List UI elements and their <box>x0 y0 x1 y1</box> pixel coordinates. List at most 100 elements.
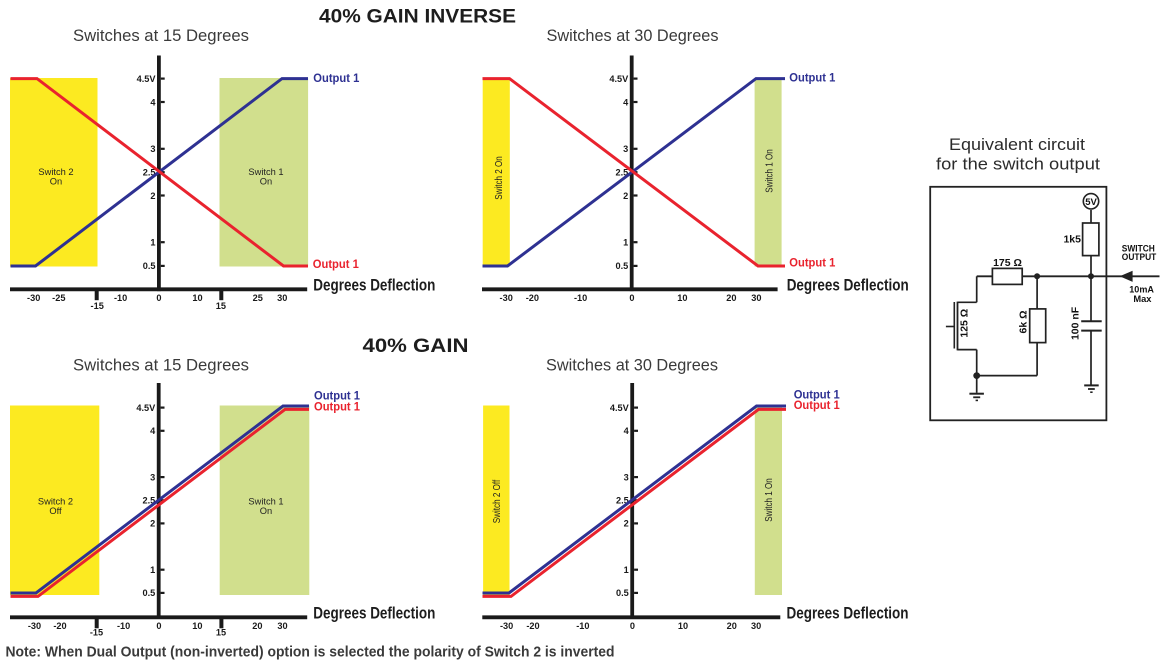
svg-text:6k Ω: 6k Ω <box>1018 310 1030 333</box>
svg-text:Switches at 30 Degrees: Switches at 30 Degrees <box>547 26 719 45</box>
svg-text:2: 2 <box>623 191 628 201</box>
svg-text:1: 1 <box>623 238 628 248</box>
svg-text:0: 0 <box>156 621 161 631</box>
svg-text:Output 1: Output 1 <box>794 389 841 401</box>
svg-text:1: 1 <box>150 565 155 575</box>
svg-text:1k5: 1k5 <box>1063 233 1081 245</box>
svg-text:-20: -20 <box>53 621 66 631</box>
svg-text:Switches at 15 Degrees: Switches at 15 Degrees <box>73 355 249 374</box>
svg-text:40% GAIN: 40% GAIN <box>363 335 469 357</box>
svg-text:-10: -10 <box>117 621 130 631</box>
svg-text:0.5: 0.5 <box>616 261 629 271</box>
svg-text:-30: -30 <box>500 621 513 631</box>
svg-text:0.5: 0.5 <box>143 261 156 271</box>
svg-text:4.5V: 4.5V <box>610 403 630 413</box>
svg-text:175 Ω: 175 Ω <box>993 257 1022 269</box>
svg-text:-30: -30 <box>500 293 513 303</box>
svg-text:1: 1 <box>150 238 155 248</box>
svg-text:-10: -10 <box>576 621 589 631</box>
svg-text:4.5V: 4.5V <box>136 403 156 413</box>
svg-text:Degrees Deflection: Degrees Deflection <box>787 604 909 622</box>
svg-text:Output 1: Output 1 <box>789 258 836 270</box>
svg-text:On: On <box>50 176 62 186</box>
svg-text:2.5: 2.5 <box>143 496 156 506</box>
svg-text:4: 4 <box>624 426 630 436</box>
svg-text:100 nF: 100 nF <box>1070 306 1082 340</box>
svg-text:2.5: 2.5 <box>143 168 156 178</box>
svg-text:Switch 1 On: Switch 1 On <box>764 149 775 193</box>
svg-text:3: 3 <box>624 472 629 482</box>
svg-text:Switch 2: Switch 2 <box>38 167 73 177</box>
svg-text:0: 0 <box>156 293 161 303</box>
svg-text:Switch 2 Off: Switch 2 Off <box>492 479 503 523</box>
svg-text:10mA: 10mA <box>1129 284 1154 294</box>
svg-text:2.5: 2.5 <box>616 168 629 178</box>
svg-text:Output 1: Output 1 <box>314 390 361 402</box>
svg-text:10: 10 <box>677 293 687 303</box>
svg-text:-30: -30 <box>27 293 40 303</box>
svg-text:Switch 2 On: Switch 2 On <box>494 156 505 200</box>
svg-text:2: 2 <box>150 191 155 201</box>
svg-text:Switches at 15 Degrees: Switches at 15 Degrees <box>73 26 249 45</box>
svg-text:125 Ω: 125 Ω <box>959 309 971 338</box>
svg-text:Switch 1 On: Switch 1 On <box>764 478 775 522</box>
svg-text:30: 30 <box>277 293 287 303</box>
svg-text:4: 4 <box>623 97 629 107</box>
svg-text:Degrees Deflection: Degrees Deflection <box>787 277 909 295</box>
svg-text:SWITCH: SWITCH <box>1122 243 1155 253</box>
svg-text:3: 3 <box>623 144 628 154</box>
svg-text:15: 15 <box>216 628 226 638</box>
svg-text:4.5V: 4.5V <box>609 74 629 84</box>
svg-text:20: 20 <box>252 621 262 631</box>
svg-text:for the switch output: for the switch output <box>936 156 1100 174</box>
svg-text:On: On <box>260 506 272 516</box>
svg-text:4: 4 <box>150 97 156 107</box>
svg-text:-25: -25 <box>52 293 65 303</box>
svg-text:-10: -10 <box>114 293 127 303</box>
svg-text:Output 1: Output 1 <box>794 400 841 412</box>
svg-text:0.5: 0.5 <box>143 588 156 598</box>
svg-text:OUTPUT: OUTPUT <box>1122 252 1157 262</box>
svg-text:Switches at 30 Degrees: Switches at 30 Degrees <box>546 355 718 374</box>
svg-text:Note: When Dual Output (non-in: Note: When Dual Output (non-inverted) op… <box>6 643 615 660</box>
svg-text:Output 1: Output 1 <box>314 401 361 413</box>
svg-text:On: On <box>260 176 272 186</box>
svg-text:3: 3 <box>150 472 155 482</box>
svg-text:10: 10 <box>192 293 202 303</box>
svg-text:40% GAIN INVERSE: 40% GAIN INVERSE <box>319 5 516 27</box>
svg-text:Output 1: Output 1 <box>789 72 836 84</box>
svg-text:-10: -10 <box>574 293 587 303</box>
svg-text:-20: -20 <box>526 293 539 303</box>
svg-text:-15: -15 <box>91 301 104 311</box>
svg-text:Equivalent circuit: Equivalent circuit <box>949 136 1085 154</box>
svg-text:2: 2 <box>150 519 155 529</box>
svg-text:4.5V: 4.5V <box>137 74 157 84</box>
svg-text:3: 3 <box>150 144 155 154</box>
svg-text:Max: Max <box>1133 294 1152 304</box>
svg-text:-15: -15 <box>90 628 103 638</box>
svg-text:Degrees Deflection: Degrees Deflection <box>313 604 435 622</box>
svg-text:-20: -20 <box>526 621 539 631</box>
svg-text:2.5: 2.5 <box>616 496 629 506</box>
svg-text:0: 0 <box>629 293 634 303</box>
svg-text:Output 1: Output 1 <box>313 73 360 85</box>
svg-text:30: 30 <box>751 293 761 303</box>
svg-text:0.5: 0.5 <box>616 588 629 598</box>
svg-text:-30: -30 <box>28 621 41 631</box>
svg-text:Output 1: Output 1 <box>313 259 360 271</box>
svg-text:20: 20 <box>727 621 737 631</box>
svg-text:Switch 1: Switch 1 <box>248 167 283 177</box>
svg-text:30: 30 <box>751 621 761 631</box>
svg-text:30: 30 <box>277 621 287 631</box>
svg-text:5V: 5V <box>1085 197 1097 208</box>
svg-text:20: 20 <box>726 293 736 303</box>
svg-text:10: 10 <box>192 621 202 631</box>
svg-text:Switch 1: Switch 1 <box>248 497 283 507</box>
svg-text:25: 25 <box>253 293 263 303</box>
svg-text:Off: Off <box>49 506 62 516</box>
svg-text:2: 2 <box>624 519 629 529</box>
svg-text:10: 10 <box>678 621 688 631</box>
svg-text:Switch 2: Switch 2 <box>38 497 73 507</box>
svg-text:0: 0 <box>630 621 635 631</box>
svg-text:1: 1 <box>624 565 629 575</box>
